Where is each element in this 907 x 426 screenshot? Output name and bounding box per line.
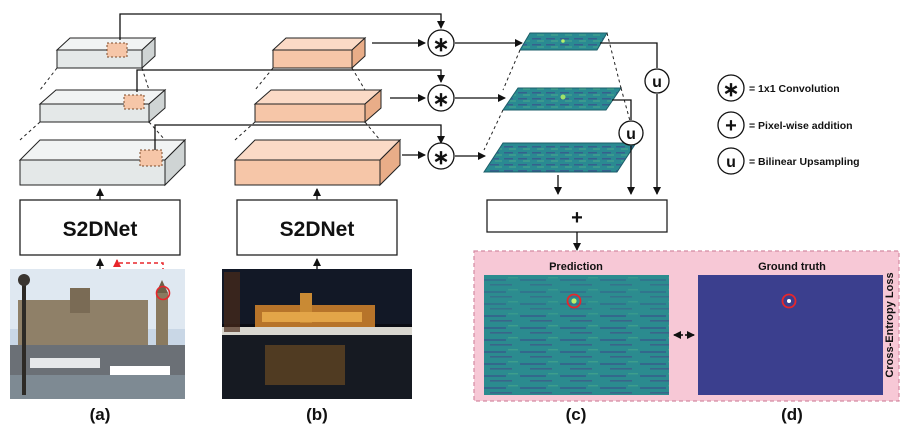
- pyramid-links-a: [19, 67, 166, 141]
- heatmap-plane-bottom: [483, 142, 637, 173]
- s2dnet-label-b: S2DNet: [280, 218, 355, 241]
- feature-block-a-mid: [38, 88, 167, 124]
- prediction-map: [484, 275, 669, 395]
- prediction-title: Prediction: [549, 261, 603, 273]
- prediction-target-circle: [566, 293, 582, 309]
- panel-label-b: (b): [306, 405, 328, 424]
- loss-label: Cross-Entropy Loss: [884, 272, 896, 377]
- legend-add-label: = Pixel-wise addition: [749, 120, 853, 132]
- svg-text:u: u: [626, 126, 636, 143]
- ground-truth-title: Ground truth: [758, 261, 826, 273]
- svg-text:∗: ∗: [433, 147, 450, 169]
- svg-text:u: u: [652, 74, 662, 91]
- addition-symbol: +: [571, 207, 583, 229]
- legend-add: + = Pixel-wise addition: [717, 111, 853, 139]
- conv-op-top: ∗: [427, 29, 455, 57]
- arrows-conv-to-maps: [455, 39, 523, 160]
- pyramid-links-c: [483, 32, 637, 151]
- svg-text:∗: ∗: [433, 34, 450, 56]
- feature-block-b-top: [271, 36, 367, 70]
- svg-text:u: u: [726, 154, 736, 171]
- ground-truth-target-circle: [781, 293, 797, 309]
- feature-pyramid-b: [233, 36, 402, 200]
- photo-b-night: [222, 269, 412, 399]
- svg-text:∗: ∗: [723, 79, 740, 101]
- feature-block-a-top: [55, 36, 157, 70]
- legend-up-label: = Bilinear Upsampling: [749, 156, 860, 168]
- arrows-b-to-conv: [372, 39, 426, 159]
- s2dnet-label-a: S2DNet: [63, 218, 138, 241]
- s2dnet-box-a: [19, 199, 181, 256]
- upsample-op-mid: u: [618, 120, 644, 146]
- legend-up: u = Bilinear Upsampling: [717, 147, 860, 175]
- ground-truth-map: [698, 275, 883, 395]
- photo-a-target-circle: [155, 285, 171, 301]
- svg-text:∗: ∗: [433, 89, 450, 111]
- pyramid-links-b: [234, 67, 381, 141]
- feature-block-b-mid: [253, 88, 383, 124]
- panel-label-c: (c): [566, 405, 587, 424]
- skip-connections: [119, 13, 445, 150]
- conv-op-mid: ∗: [427, 84, 455, 112]
- panel-label-a: (a): [90, 405, 111, 424]
- panel-label-d: (d): [781, 405, 803, 424]
- heatmap-plane-mid: [502, 87, 622, 111]
- svg-text:+: +: [725, 115, 737, 137]
- legend: ∗ = 1x1 Convolution + = Pixel-wise addit…: [717, 74, 860, 175]
- s2dnet-box-b: [236, 199, 398, 256]
- feature-pyramid-a: [18, 36, 187, 200]
- legend-conv: ∗ = 1x1 Convolution: [717, 74, 840, 102]
- legend-conv-label: = 1x1 Convolution: [749, 83, 840, 95]
- photo-a-day: [10, 269, 185, 399]
- conv-op-bottom: ∗: [427, 142, 455, 170]
- feature-block-a-bottom: [18, 138, 187, 187]
- upsample-paths: [554, 42, 661, 195]
- heatmap-plane-top: [519, 32, 608, 51]
- feature-block-b-bottom: [233, 138, 402, 187]
- upsample-op-top: u: [644, 68, 670, 94]
